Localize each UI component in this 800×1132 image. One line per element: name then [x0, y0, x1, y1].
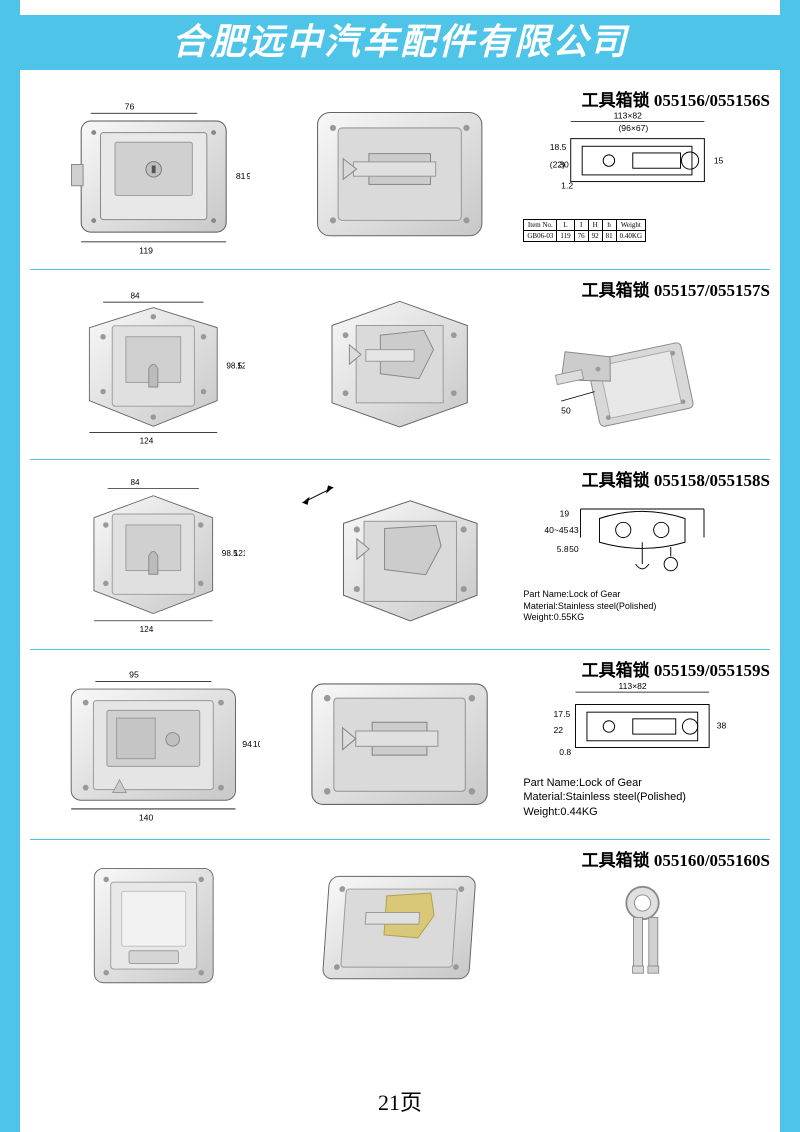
front-view: 76 81 92 119 [30, 88, 277, 261]
svg-text:18.5: 18.5 [550, 142, 567, 152]
svg-text:81: 81 [235, 171, 245, 181]
svg-text:84: 84 [131, 292, 141, 301]
svg-text:1.2: 1.2 [562, 180, 574, 190]
product-title: 工具箱锁 055159/055159S [582, 656, 770, 681]
product-title: 工具箱锁 055156/055156S [582, 86, 770, 111]
lock-front-drawing: 84 98.5 121 124 [62, 282, 245, 446]
spec-view: 工具箱锁 055159/055159S 113×82 17.5 22 0.8 3… [523, 658, 770, 831]
spec-view: 工具箱锁 055157/055157S 50 [523, 278, 770, 451]
svg-text:38: 38 [717, 720, 727, 730]
svg-text:108: 108 [253, 739, 260, 749]
lock-back-drawing [290, 662, 509, 826]
svg-text:113×82: 113×82 [614, 111, 642, 121]
svg-text:(96×67): (96×67) [619, 123, 649, 133]
page-footer: 21页 [0, 1085, 800, 1117]
svg-text:76: 76 [124, 102, 134, 112]
svg-text:124: 124 [140, 437, 154, 446]
keys-icon [592, 876, 702, 1002]
lock-front-drawing: 95 94 108 140 [47, 662, 260, 826]
lock-back-drawing [297, 92, 502, 256]
svg-text:30: 30 [560, 159, 570, 169]
svg-text:92: 92 [246, 171, 250, 181]
svg-text:43: 43 [569, 525, 579, 535]
svg-text:5.8: 5.8 [557, 544, 569, 554]
lock-front-drawing: 76 81 92 119 [57, 92, 250, 256]
product-row: 84 98.5 121 124 [30, 270, 770, 460]
svg-text:95: 95 [129, 670, 139, 680]
svg-text:40~45: 40~45 [545, 525, 569, 535]
svg-text:15: 15 [714, 155, 724, 165]
lock-back-drawing [287, 472, 513, 636]
svg-text:50: 50 [569, 544, 579, 554]
spec-drawing: 113×82 17.5 22 0.8 38 [523, 680, 733, 772]
back-view [277, 468, 524, 641]
catalog-content: 76 81 92 119 [30, 80, 770, 1082]
svg-text:17.5: 17.5 [554, 709, 571, 719]
back-view [277, 278, 524, 451]
border-left [0, 0, 20, 1132]
lock-back-drawing [302, 852, 497, 998]
svg-text:0.8: 0.8 [560, 747, 572, 757]
front-view [30, 848, 277, 1002]
product-row: 95 94 108 140 [30, 650, 770, 840]
front-view: 84 98.5 121 124 [30, 278, 277, 451]
product-row: 工具箱锁 055160/055160S [30, 840, 770, 1010]
svg-text:121: 121 [237, 362, 244, 371]
svg-text:84: 84 [131, 478, 141, 487]
front-view: 95 94 108 140 [30, 658, 277, 831]
svg-text:19: 19 [560, 509, 570, 519]
product-title: 工具箱锁 055160/055160S [582, 846, 770, 871]
back-view [277, 848, 524, 1002]
svg-text:121: 121 [234, 549, 245, 558]
back-view [277, 658, 524, 831]
spec-view: 工具箱锁 055158/055158S 19 40~45 43 5.8 50 P… [523, 468, 770, 641]
svg-text:22: 22 [554, 725, 564, 735]
product-row: 76 81 92 119 [30, 80, 770, 270]
svg-text:119: 119 [139, 246, 153, 256]
svg-text:113×82: 113×82 [619, 681, 647, 691]
spec-drawing: 113×82 (96×67) 18.5 15 (22) 30 1.2 [523, 110, 733, 215]
company-header: 合肥远中汽车配件有限公司 [20, 15, 780, 70]
back-view [277, 88, 524, 261]
spec-view: 工具箱锁 055160/055160S [523, 848, 770, 1002]
product-title: 工具箱锁 055158/055158S [582, 466, 770, 491]
spec-view: 工具箱锁 055156/055156S 113×82 (96×67) 18.5 … [523, 88, 770, 261]
spec-lines: Part Name:Lock of Gear Material:Stainles… [523, 589, 656, 624]
border-right [780, 0, 800, 1132]
lock-back-drawing [303, 282, 496, 446]
product-title: 工具箱锁 055157/055157S [582, 276, 770, 301]
front-view: 84 98.5 121 124 [30, 468, 277, 641]
svg-text:94: 94 [242, 739, 252, 749]
lock-front-drawing: 84 98.5 121 124 [62, 472, 245, 636]
spec-lines: Part Name:Lock of Gear Material:Stainles… [523, 776, 686, 819]
svg-text:50: 50 [562, 406, 572, 416]
spec-photo: 50 [523, 300, 733, 445]
lock-front-drawing [76, 852, 231, 998]
svg-text:124: 124 [140, 625, 154, 634]
spec-table: Item No.L IH hWeight GB06-03119 7692 810… [523, 219, 646, 242]
product-row: 84 98.5 121 124 [30, 460, 770, 650]
spec-drawing: 19 40~45 43 5.8 50 [523, 490, 733, 585]
svg-text:140: 140 [139, 813, 154, 823]
